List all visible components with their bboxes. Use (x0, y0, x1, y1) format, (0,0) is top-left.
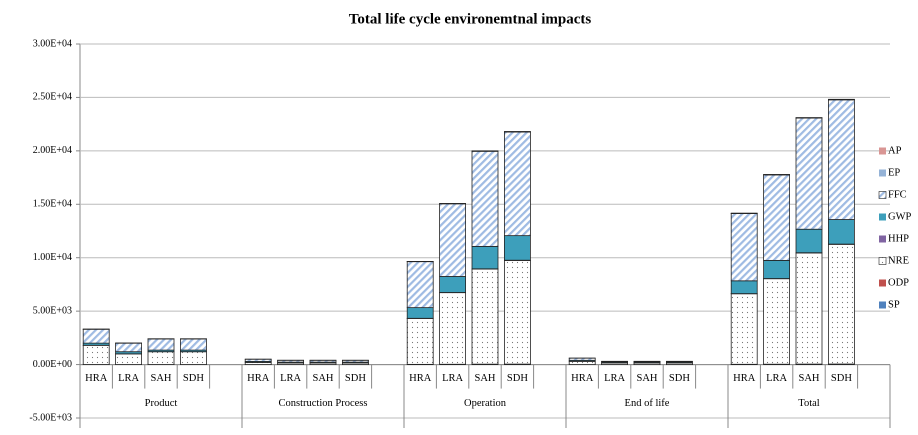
group-label: End of life (602, 398, 692, 410)
legend-swatch (879, 280, 886, 287)
x-tick-label: HRA (733, 373, 756, 384)
bar-segment (472, 269, 498, 364)
legend-label: SP (888, 299, 900, 310)
x-tick-label: HRA (247, 373, 270, 384)
x-tick-label: LRA (766, 373, 787, 384)
x-tick-label: SDH (507, 373, 528, 384)
legend-swatch (879, 170, 886, 177)
bar-segment (828, 220, 854, 245)
bar-segment (83, 345, 109, 364)
bar-segment (407, 318, 433, 364)
bar-segment (148, 339, 174, 350)
legend-label: ODP (888, 277, 909, 288)
x-tick-label: LRA (604, 373, 625, 384)
bar-segment (731, 294, 757, 365)
y-tick-label: 3.00E+04 (33, 38, 72, 49)
legend-swatch (879, 236, 886, 243)
bar-segment (407, 308, 433, 319)
bar-segment (731, 213, 757, 280)
bar-segment (180, 352, 206, 365)
bar-segment (407, 262, 433, 308)
bar-segment (116, 354, 142, 365)
y-tick-label: 2.50E+04 (33, 92, 72, 103)
y-tick-label: 2.00E+04 (33, 145, 72, 156)
bar-segment (440, 293, 466, 365)
group-label: Product (116, 398, 206, 410)
legend-swatch (879, 258, 886, 265)
x-tick-label: SAH (150, 373, 171, 384)
bar-segment (116, 343, 142, 352)
bar-segment (764, 279, 790, 364)
bar-segment (440, 276, 466, 292)
x-tick-label: HRA (571, 373, 594, 384)
y-tick-label: -5.00E+03 (29, 412, 72, 423)
legend-swatch (879, 148, 886, 155)
legend-label: NRE (888, 255, 909, 266)
bar-segment (83, 329, 109, 343)
bar-segment (796, 118, 822, 229)
x-tick-label: SDH (345, 373, 366, 384)
legend-swatch (879, 192, 886, 199)
bar-segment (828, 100, 854, 220)
legend-swatch (879, 214, 886, 221)
bar-segment (180, 339, 206, 350)
bar-segment (504, 236, 530, 261)
legend-label: EP (888, 167, 900, 178)
legend-label: AP (888, 145, 902, 156)
y-tick-label: 5.00E+03 (33, 305, 72, 316)
x-tick-label: LRA (442, 373, 463, 384)
x-tick-label: SAH (474, 373, 495, 384)
bar-segment (440, 204, 466, 277)
x-tick-label: SDH (669, 373, 690, 384)
y-tick-label: 1.00E+04 (33, 252, 72, 263)
bar-segment (504, 132, 530, 236)
x-tick-label: HRA (85, 373, 108, 384)
bar-segment (731, 281, 757, 294)
x-tick-label: SAH (798, 373, 819, 384)
x-tick-label: SAH (312, 373, 333, 384)
legend-label: HHP (888, 233, 909, 244)
bar-segment (796, 253, 822, 364)
chart-title: Total life cycle environemtnal impacts (349, 11, 592, 27)
y-tick-label: 0.00E+00 (33, 359, 72, 370)
x-tick-label: LRA (118, 373, 139, 384)
bar-segment (148, 352, 174, 365)
group-label: Operation (440, 398, 530, 410)
x-tick-label: SAH (636, 373, 657, 384)
bar-segment (504, 260, 530, 364)
group-label: Total (764, 398, 854, 410)
bar-segment (764, 260, 790, 278)
bar-segment (472, 151, 498, 246)
bar-segment (828, 244, 854, 364)
bar-segment (472, 246, 498, 268)
legend-label: GWP (888, 211, 911, 222)
y-tick-label: 1.50E+04 (33, 199, 72, 210)
x-tick-label: SDH (183, 373, 204, 384)
x-tick-label: HRA (409, 373, 432, 384)
group-label: Construction Process (278, 398, 368, 410)
legend-swatch (879, 302, 886, 309)
x-tick-label: SDH (831, 373, 852, 384)
legend-label: FFC (888, 189, 907, 200)
x-tick-label: LRA (280, 373, 301, 384)
bar-segment (764, 175, 790, 260)
bar-segment (796, 229, 822, 253)
bar-segment (569, 361, 595, 364)
